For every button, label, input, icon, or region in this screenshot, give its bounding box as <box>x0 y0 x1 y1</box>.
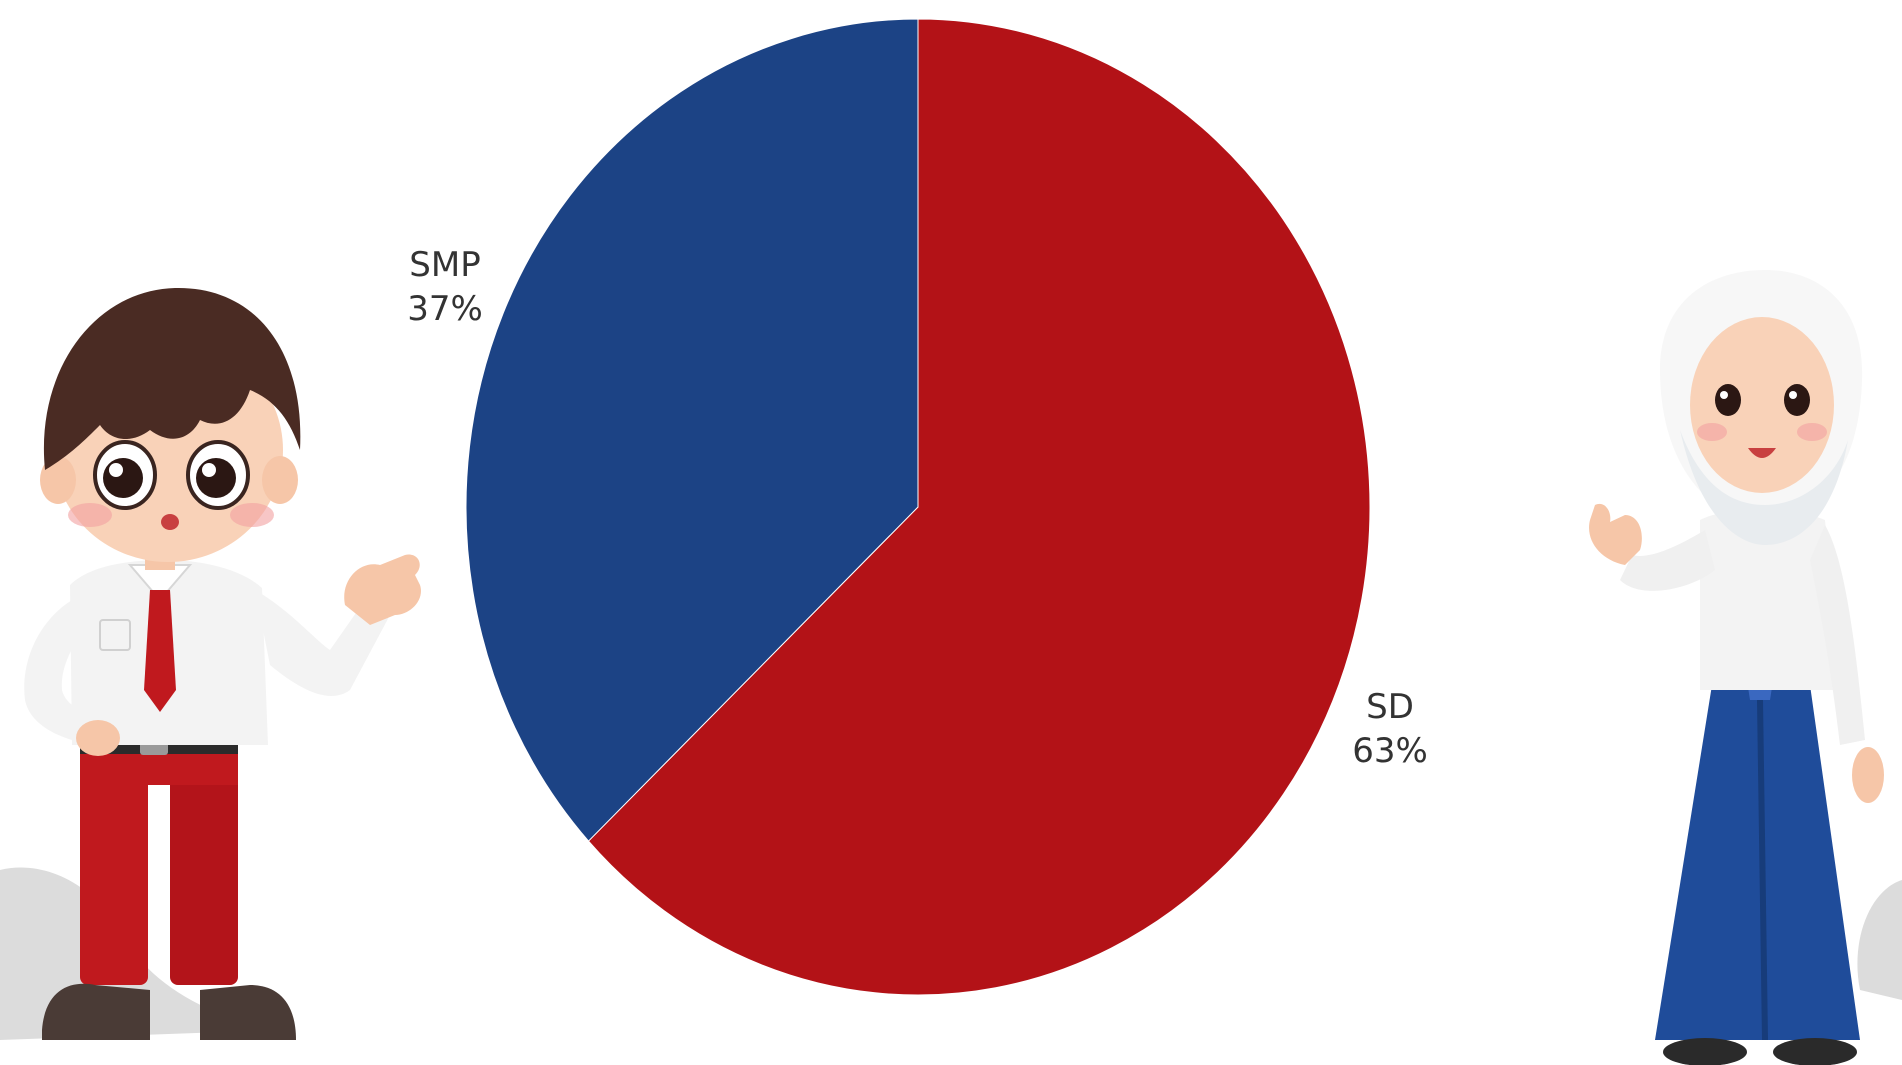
boy-right-eye-shine <box>202 463 216 477</box>
girl-left-eye <box>1715 384 1741 416</box>
pie-chart <box>465 18 1371 996</box>
girl-left-hand <box>1589 503 1642 565</box>
boy-left-ear <box>40 456 76 504</box>
boy-left-shoe <box>42 983 150 1040</box>
girl-left-cheek <box>1697 423 1727 441</box>
girl-left-arm <box>1620 530 1715 591</box>
girl-right-eye <box>1784 384 1810 416</box>
boy-hair <box>43 287 301 470</box>
boy-right-shoe <box>200 985 296 1040</box>
girl-right-cheek <box>1797 423 1827 441</box>
boy-left-cheek <box>68 503 112 527</box>
pie-slice-sd[interactable] <box>587 18 1371 996</box>
boy-left-pupil <box>103 458 143 498</box>
pie-data-labels: SMP 37% SD 63% <box>407 245 1428 771</box>
girl-mouth <box>1748 448 1776 458</box>
boy-right-pupil <box>196 458 236 498</box>
boy-mouth <box>161 514 179 530</box>
boy-right-ear <box>262 456 298 504</box>
slice-value-smp: 37% <box>407 289 483 329</box>
boy-left-eye-shine <box>109 463 123 477</box>
boy-right-cheek <box>230 503 274 527</box>
slice-label-smp: SMP <box>409 245 480 285</box>
boy-right-leg <box>170 745 238 985</box>
girl-skirt-fold <box>1757 699 1768 1041</box>
girl-shadow <box>1857 880 1902 1000</box>
boy-right-hand <box>344 554 421 625</box>
boy-left-arm <box>24 600 110 745</box>
slice-value-sd: 63% <box>1352 731 1428 771</box>
boy-left-leg <box>80 745 148 985</box>
boy-left-hand <box>76 720 120 756</box>
girl-student-illustration <box>1589 270 1902 1065</box>
girl-right-shoe <box>1773 1038 1857 1065</box>
girl-right-eye-shine <box>1789 391 1797 399</box>
boy-right-arm <box>255 590 390 696</box>
slice-label-sd: SD <box>1366 687 1414 727</box>
pie-slice-smp[interactable] <box>465 18 919 842</box>
girl-right-hand <box>1852 747 1884 803</box>
boy-tie <box>144 590 176 712</box>
girl-shirt <box>1700 508 1840 690</box>
girl-left-shoe <box>1663 1038 1747 1065</box>
boy-student-illustration <box>0 287 421 1040</box>
girl-hijab-drape <box>1680 430 1848 545</box>
girl-skirt <box>1655 685 1860 1040</box>
girl-left-eye-shine <box>1720 391 1728 399</box>
boy-pocket <box>99 619 131 651</box>
girl-right-arm <box>1810 525 1865 745</box>
girl-face <box>1690 317 1834 493</box>
